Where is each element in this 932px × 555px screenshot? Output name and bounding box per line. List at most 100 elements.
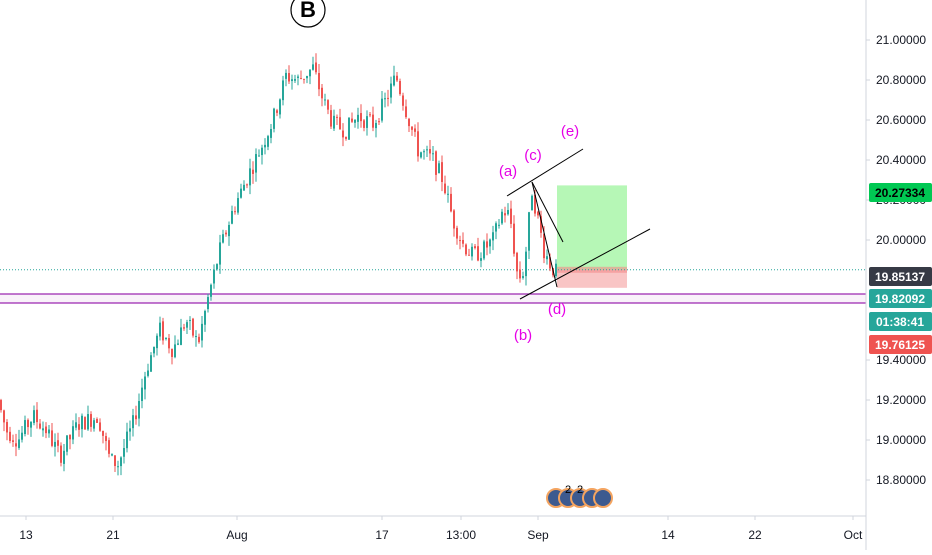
candle-body: [246, 184, 248, 186]
candle-body: [204, 310, 206, 325]
candle-body: [387, 97, 389, 99]
time-tick-label: 21: [106, 528, 120, 542]
candle-body: [267, 136, 269, 147]
candle-body: [507, 210, 509, 215]
candle-body: [375, 122, 377, 129]
price-badge-label: 20.27334: [875, 186, 925, 200]
candle-body: [483, 241, 485, 259]
candle-body: [21, 432, 23, 440]
candle-body: [462, 239, 464, 244]
support-band: [0, 269, 866, 304]
candle-body: [126, 431, 128, 449]
candle-body: [402, 95, 404, 106]
candle-body: [528, 212, 530, 251]
candle-body: [27, 419, 29, 428]
price-badge-label: 19.76125: [875, 338, 925, 352]
candle-body: [114, 455, 116, 467]
candle-body: [333, 115, 335, 129]
candle-body: [444, 183, 446, 194]
candle-body: [429, 149, 431, 154]
candle-body: [159, 322, 161, 337]
candle-body: [531, 195, 533, 211]
candle-body: [93, 420, 95, 429]
candle-body: [132, 415, 134, 429]
candle-body: [399, 81, 401, 95]
candle-body: [543, 233, 545, 259]
candle-body: [198, 336, 200, 343]
candle-body: [498, 224, 500, 226]
candle-body: [6, 422, 8, 433]
price-badge-label: 01:38:41: [876, 315, 924, 329]
candle-body: [369, 114, 371, 116]
price-badge: [869, 335, 932, 354]
candle-body: [18, 439, 20, 448]
price-badge: [869, 312, 932, 331]
candle-body: [141, 387, 143, 402]
candle-body: [345, 136, 347, 139]
price-axis[interactable]: 21.0000020.8000020.6000020.4000020.20000…: [866, 33, 926, 487]
candle-body: [426, 149, 428, 151]
candle-body: [171, 349, 173, 357]
candle-body: [381, 98, 383, 121]
candle-body: [342, 130, 344, 138]
candle-body: [486, 241, 488, 248]
candle-body: [519, 269, 521, 279]
candle-body: [48, 429, 50, 434]
candle-body: [45, 426, 47, 434]
candle-body: [465, 244, 467, 255]
trend-line: [519, 228, 651, 300]
candle-body: [213, 269, 215, 284]
candle-body: [309, 69, 311, 77]
time-tick-label: 14: [661, 528, 675, 542]
candle-body: [180, 327, 182, 345]
candle-body: [534, 194, 536, 214]
price-tick-label: 20.80000: [876, 73, 926, 87]
time-tick-label: Aug: [226, 528, 247, 542]
candle-body: [210, 284, 212, 297]
candle-body: [102, 430, 104, 436]
candle-body: [147, 370, 149, 376]
price-tick-label: 19.20000: [876, 393, 926, 407]
time-tick-label: Oct: [844, 528, 863, 542]
candle-body: [240, 188, 242, 198]
candle-body: [222, 234, 224, 243]
candle-body: [315, 62, 317, 73]
candle-body: [537, 211, 539, 216]
wave-label-circle: [290, 0, 326, 28]
candle-body: [435, 151, 437, 175]
time-axis[interactable]: 13 21 Aug 17 13:00 Sep 14 22 Oct: [19, 516, 863, 542]
time-tick-label: Sep: [527, 528, 549, 542]
trend-line: [531, 181, 558, 288]
candle-body: [522, 276, 524, 278]
price-tick-label: 19.40000: [876, 353, 926, 367]
candle-body: [189, 319, 191, 321]
candle-body: [165, 337, 167, 339]
candle-body: [357, 114, 359, 122]
candle-body: [168, 338, 170, 349]
candle-body: [372, 114, 374, 128]
candle-body: [150, 355, 152, 372]
price-badge: [869, 289, 932, 308]
candle-body: [420, 152, 422, 158]
candle-body: [300, 78, 302, 80]
candle-body: [264, 144, 266, 148]
candle-body: [207, 297, 209, 310]
candle-body: [12, 440, 14, 442]
candle-body: [366, 116, 368, 128]
candle-body: [69, 434, 71, 440]
candle-body: [3, 410, 5, 423]
time-tick-label: 22: [748, 528, 762, 542]
event-count-label: 2: [577, 484, 583, 496]
event-count-label: 2: [565, 484, 571, 496]
candle-body: [456, 227, 458, 239]
candle-body: [414, 128, 416, 132]
candle-body: [378, 121, 380, 123]
candle-body: [489, 239, 491, 247]
price-badge: [869, 267, 932, 286]
candle-body: [123, 448, 125, 457]
event-icon[interactable]: [593, 488, 613, 508]
